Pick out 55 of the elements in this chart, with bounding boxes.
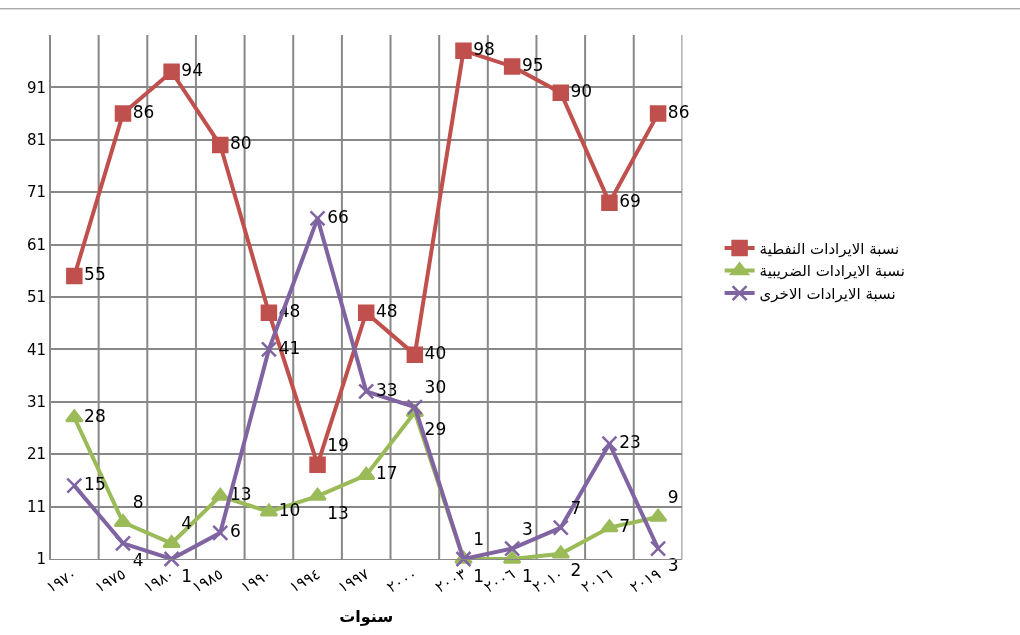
data-label: 7 bbox=[570, 497, 582, 518]
y-tick-label: 51 bbox=[26, 288, 46, 307]
data-label: 86 bbox=[667, 101, 690, 122]
x-tick-label: ٢٠٠٠ bbox=[383, 564, 421, 597]
y-tick-label: 71 bbox=[26, 183, 46, 202]
data-label: 69 bbox=[619, 190, 641, 211]
data-label: 55 bbox=[84, 264, 106, 285]
data-label: 3 bbox=[521, 518, 533, 539]
x-tick-label: ١٩٧٠ bbox=[43, 564, 81, 597]
data-label: 13 bbox=[230, 484, 252, 505]
x-tick-label: ١٩٩٧ bbox=[335, 564, 372, 597]
data-label: 48 bbox=[375, 300, 398, 321]
data-label: 6 bbox=[230, 521, 241, 542]
x-tick-label: ١٩٩٠ bbox=[237, 564, 275, 597]
x-tick-label: ٢٠١٩ bbox=[626, 564, 664, 597]
y-tick-label: 1 bbox=[36, 550, 46, 569]
data-label: 86 bbox=[132, 101, 155, 122]
data-label: 17 bbox=[375, 463, 398, 484]
y-tick-label: 81 bbox=[26, 131, 46, 150]
data-label: 2 bbox=[570, 560, 582, 581]
data-label: 30 bbox=[424, 377, 447, 398]
data-label: 1 bbox=[521, 565, 533, 586]
y-tick-label: 61 bbox=[26, 235, 46, 254]
data-label: 33 bbox=[375, 379, 398, 400]
y-tick-label: 31 bbox=[26, 393, 46, 412]
data-label: 23 bbox=[619, 431, 641, 452]
data-label: 15 bbox=[84, 473, 106, 494]
data-label: 94 bbox=[181, 59, 204, 80]
data-label: 66 bbox=[327, 206, 349, 227]
data-label: 1 bbox=[181, 565, 193, 586]
data-label: 98 bbox=[473, 38, 495, 59]
y-tick-label: 41 bbox=[26, 340, 46, 359]
data-label: 29 bbox=[424, 418, 447, 439]
data-label: 80 bbox=[230, 133, 252, 154]
data-label: 8 bbox=[132, 492, 144, 513]
x-tick-label: ١٩٧٥ bbox=[91, 564, 129, 597]
x-tick-label: ١٩٨٠ bbox=[140, 564, 178, 597]
data-label: 9 bbox=[667, 487, 679, 508]
legend-label: نسبة الايرادات الاخرى bbox=[759, 284, 896, 303]
x-tick-label: ١٩٩٤ bbox=[286, 564, 324, 597]
legend-label: نسبة الايرادات النفطية bbox=[759, 239, 900, 258]
data-label: 19 bbox=[327, 434, 349, 455]
x-tick-label: ٢٠٠٣ bbox=[432, 564, 470, 597]
y-tick-label: 91 bbox=[26, 78, 46, 97]
data-label: 13 bbox=[327, 502, 349, 523]
legend-label: نسبة الايرادات الضريبية bbox=[759, 262, 905, 281]
x-axis-title: سنوات bbox=[339, 607, 394, 627]
y-tick-label: 21 bbox=[26, 445, 46, 464]
data-label: 40 bbox=[424, 342, 447, 363]
data-label: 28 bbox=[84, 405, 106, 426]
data-label: 95 bbox=[521, 54, 544, 75]
data-label: 90 bbox=[570, 80, 593, 101]
y-tick-label: 11 bbox=[26, 497, 46, 516]
data-label: 1 bbox=[473, 529, 485, 549]
data-label: 1 bbox=[473, 565, 485, 586]
